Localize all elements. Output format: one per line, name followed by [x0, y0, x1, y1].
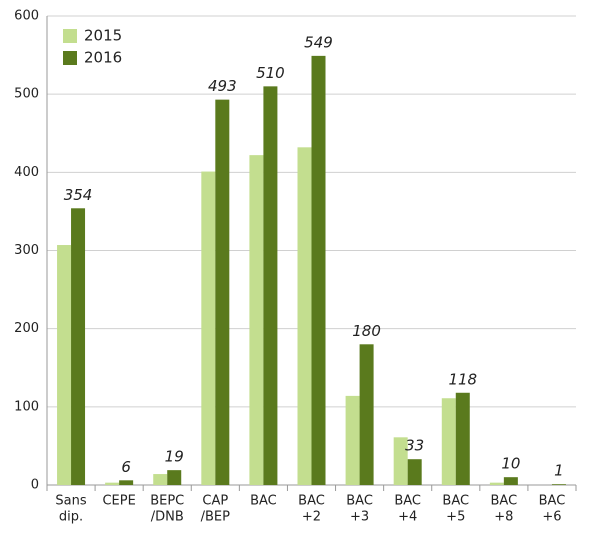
bar [105, 482, 120, 485]
x-tick-label: BAC [539, 494, 566, 509]
legend-label: 2016 [84, 49, 122, 67]
bar [57, 245, 72, 485]
x-tick-label: +5 [446, 510, 465, 525]
bar [201, 171, 216, 485]
bar [455, 392, 470, 485]
x-tick-label: +8 [494, 510, 513, 525]
x-tick-label: CEPE [102, 494, 135, 509]
data-label: 510 [256, 64, 285, 82]
data-label: 19 [165, 448, 184, 466]
bar [441, 398, 456, 485]
x-tick-label: BAC [491, 494, 518, 509]
bar [359, 344, 374, 485]
x-tick-label: CAP [202, 494, 228, 509]
bar [215, 99, 230, 485]
legend-label: 2015 [84, 27, 122, 45]
x-tick-label: BAC [394, 494, 421, 509]
x-tick-label: +4 [398, 510, 417, 525]
y-tick-label: 500 [14, 87, 39, 102]
x-tick-label: Sans [55, 494, 86, 509]
bar [489, 482, 504, 485]
data-label: 118 [448, 370, 477, 388]
y-tick-label: 100 [14, 399, 39, 414]
data-label: 354 [64, 186, 93, 204]
bar [345, 395, 360, 485]
data-label: 180 [352, 322, 381, 340]
bar [503, 477, 518, 485]
bar [263, 86, 278, 485]
data-label: 33 [405, 437, 424, 455]
x-tick-label: +2 [302, 510, 321, 525]
data-label: 1 [554, 462, 564, 480]
bar [311, 55, 326, 486]
y-tick-label: 400 [14, 165, 39, 180]
bar [153, 474, 168, 485]
x-tick-label: BEPC [150, 494, 184, 509]
x-tick-label: BAC [346, 494, 373, 509]
bar [551, 484, 566, 485]
y-tick-label: 200 [14, 321, 39, 336]
data-label: 493 [208, 77, 237, 95]
legend-swatch [63, 51, 77, 65]
bar [393, 437, 408, 485]
y-tick-label: 300 [14, 243, 39, 258]
data-label: 6 [121, 458, 131, 476]
x-tick-label: BAC [442, 494, 469, 509]
bar [119, 480, 134, 485]
data-label: 549 [304, 33, 333, 51]
bar [407, 459, 422, 485]
y-tick-label: 0 [31, 478, 39, 493]
data-label: 10 [501, 455, 520, 473]
x-tick-label: +6 [542, 510, 561, 525]
y-tick-label: 600 [14, 9, 39, 24]
bar [167, 470, 182, 485]
x-tick-label: dip. [59, 510, 83, 525]
bar [71, 208, 86, 486]
x-tick-label: BAC [298, 494, 325, 509]
legend-swatch [63, 29, 77, 43]
bar [297, 147, 312, 485]
x-tick-label: BAC [250, 494, 277, 509]
x-tick-label: /BEP [201, 510, 231, 525]
bar [249, 155, 264, 486]
x-tick-label: /DNB [151, 510, 184, 525]
x-tick-label: +3 [350, 510, 369, 525]
